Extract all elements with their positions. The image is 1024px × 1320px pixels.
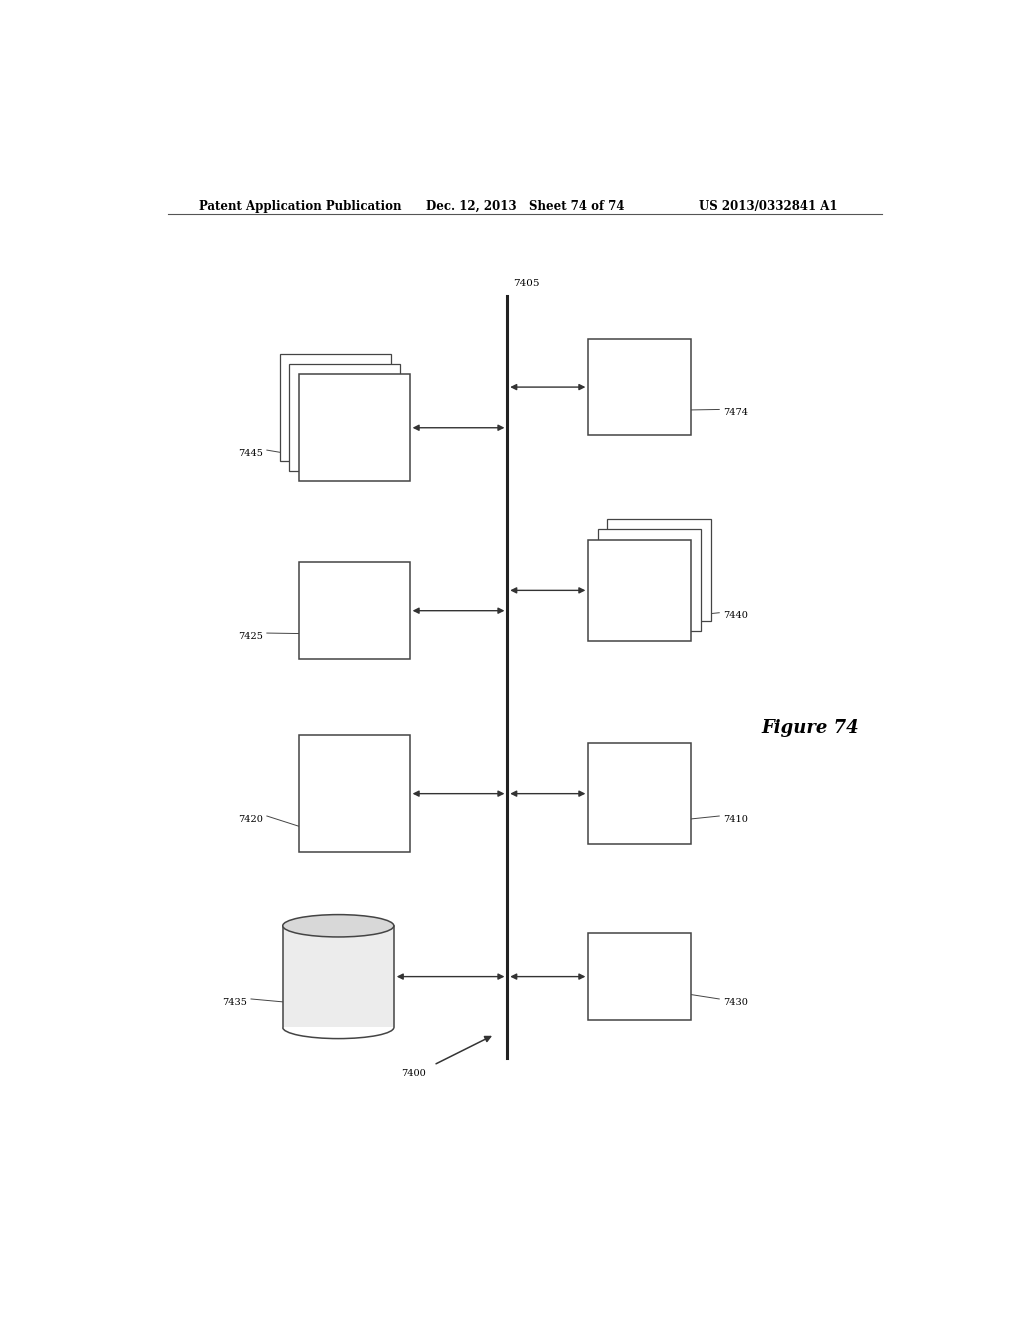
Bar	[289, 364, 400, 471]
Bar	[299, 735, 410, 853]
Text: Storage: Storage	[314, 970, 361, 983]
Text: 7430: 7430	[723, 998, 749, 1007]
Text: Figure 74: Figure 74	[762, 718, 859, 737]
Text: Dec. 12, 2013   Sheet 74 of 74: Dec. 12, 2013 Sheet 74 of 74	[426, 199, 624, 213]
Text: 7420: 7420	[238, 814, 263, 824]
Bar	[588, 540, 691, 642]
Text: 7440: 7440	[723, 611, 749, 620]
Ellipse shape	[283, 915, 394, 937]
Bar	[598, 529, 701, 631]
Bar	[588, 339, 691, 436]
FancyBboxPatch shape	[283, 925, 394, 1027]
Text: Network: Network	[614, 380, 666, 393]
Bar	[299, 375, 410, 480]
Text: Graphics
Processing
Unit (GPU): Graphics Processing Unit (GPU)	[322, 771, 387, 817]
Text: System
Memory: System Memory	[330, 595, 379, 626]
Text: Input Devices: Input Devices	[599, 583, 681, 597]
Text: 7474: 7474	[723, 408, 749, 417]
Bar	[607, 519, 711, 620]
Text: 7400: 7400	[400, 1069, 426, 1078]
Text: Patent Application Publication: Patent Application Publication	[200, 199, 402, 213]
Text: Processing
Unit(s): Processing Unit(s)	[607, 779, 673, 808]
Text: 7445: 7445	[238, 449, 263, 458]
Text: 7410: 7410	[723, 814, 749, 824]
Text: Output
Devices: Output Devices	[331, 413, 378, 442]
Text: 7405: 7405	[513, 280, 540, 289]
Text: 7435: 7435	[222, 998, 247, 1007]
Text: ROM: ROM	[625, 970, 655, 983]
Bar	[299, 562, 410, 659]
Bar	[280, 354, 391, 461]
Bar	[588, 743, 691, 845]
Text: 7425: 7425	[238, 631, 263, 640]
Text: US 2013/0332841 A1: US 2013/0332841 A1	[699, 199, 838, 213]
Bar	[588, 933, 691, 1020]
